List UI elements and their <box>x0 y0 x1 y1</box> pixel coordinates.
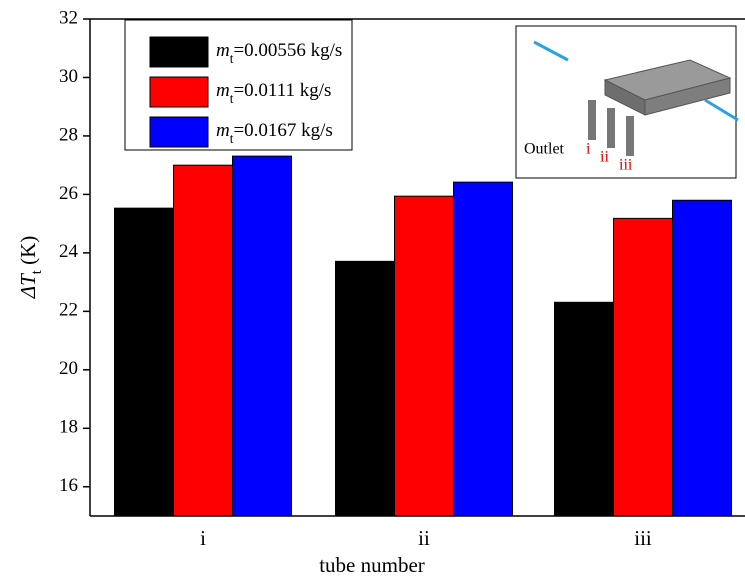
y-tick-label: 30 <box>59 66 78 87</box>
legend-swatch <box>150 117 208 147</box>
y-tick-label: 20 <box>59 358 78 379</box>
bar <box>555 302 614 516</box>
bar <box>115 208 174 516</box>
legend-swatch <box>150 37 208 67</box>
bar <box>336 261 395 516</box>
x-axis-label: tube number <box>319 553 425 577</box>
bar <box>233 156 292 516</box>
inset-outlet-label: Outlet <box>524 141 565 158</box>
y-tick-label: 18 <box>59 417 78 438</box>
legend-swatch <box>150 77 208 107</box>
y-tick-label: 26 <box>59 183 78 204</box>
bar <box>395 196 454 516</box>
y-tick-label: 16 <box>59 475 78 496</box>
inset-tube-label: ii <box>600 149 609 166</box>
bar <box>673 200 732 516</box>
y-tick-label: 22 <box>59 300 78 321</box>
y-tick-label: 28 <box>59 124 78 145</box>
bar <box>174 165 233 516</box>
x-tick-label: ii <box>418 526 430 550</box>
y-tick-label: 32 <box>59 7 78 28</box>
y-axis-label: ΔTt (K) <box>16 236 46 300</box>
bar <box>614 218 673 516</box>
x-tick-label: iii <box>634 526 652 550</box>
bar <box>454 182 513 516</box>
inset: Outlet i ii iii <box>516 26 738 178</box>
y-tick-label: 24 <box>59 241 79 262</box>
chart: Outlet i ii iii tube number ΔTt (K) 1618… <box>0 0 745 580</box>
inset-tube-label: iii <box>619 157 633 174</box>
x-tick-label: i <box>200 526 206 550</box>
inset-tube-label: i <box>586 141 591 158</box>
